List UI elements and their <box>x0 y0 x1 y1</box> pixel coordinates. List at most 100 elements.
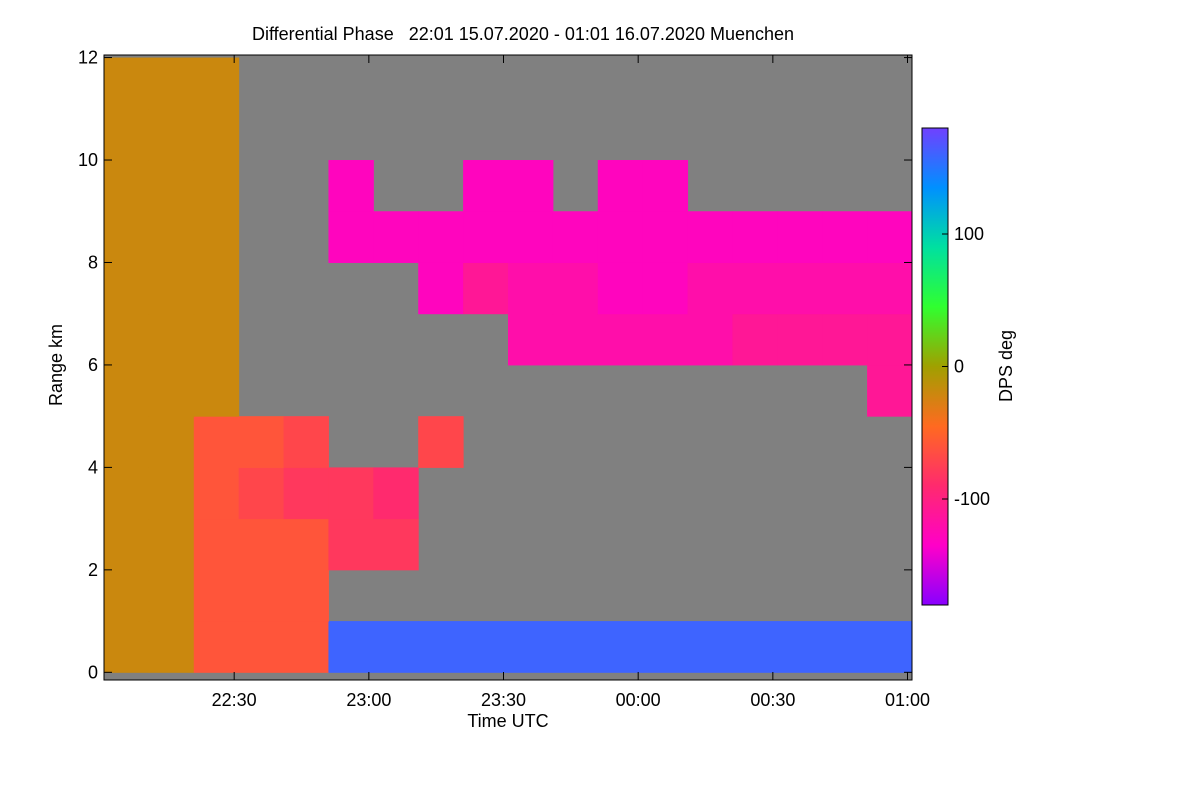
heatmap-cell <box>777 211 823 263</box>
heatmap-cell <box>418 211 464 263</box>
x-axis-label: Time UTC <box>467 711 548 731</box>
heatmap-cell <box>193 569 240 622</box>
heatmap-cell <box>104 211 150 263</box>
heatmap-cell <box>328 621 374 673</box>
heatmap-cell <box>148 621 195 673</box>
heatmap-cell <box>642 160 689 212</box>
chart-title: Differential Phase 22:01 15.07.2020 - 01… <box>252 24 794 44</box>
plot-frame <box>103 54 913 681</box>
heatmap-cell <box>508 211 554 263</box>
heatmap-cell <box>104 416 150 468</box>
heatmap-cell <box>687 621 733 673</box>
heatmap-cell <box>732 262 778 315</box>
x-tick-label: 23:00 <box>346 690 391 710</box>
heatmap-cell <box>193 108 240 161</box>
heatmap-cell <box>193 211 240 263</box>
y-axis-label: Range km <box>46 324 66 406</box>
heatmap-cell <box>238 467 285 520</box>
heatmap-cell <box>193 57 240 110</box>
heatmap-cell <box>822 313 868 366</box>
heatmap-cell <box>104 518 150 571</box>
heatmap-cell <box>283 467 329 520</box>
heatmap-cell <box>687 262 733 315</box>
heatmap-cell <box>373 211 419 263</box>
heatmap-cell <box>867 313 913 366</box>
heatmap-cell <box>148 518 195 571</box>
colorbar-tick-label: -100 <box>954 489 990 509</box>
heatmap-cell <box>148 467 195 520</box>
heatmap-cell <box>597 621 644 673</box>
heatmap-cell <box>193 160 240 212</box>
heatmap-cell <box>463 621 509 673</box>
heatmap-cell <box>283 621 329 673</box>
heatmap-cell <box>508 313 554 366</box>
heatmap-cell <box>283 569 329 622</box>
heatmap-cell <box>822 211 868 263</box>
heatmap-cell <box>597 262 644 315</box>
heatmap-cell <box>238 569 285 622</box>
heatmap-cell <box>283 518 329 571</box>
y-tick-label: 0 <box>88 662 98 682</box>
heatmap-cell <box>777 262 823 315</box>
heatmap-cell <box>148 313 195 366</box>
heatmap-cell <box>597 160 644 212</box>
heatmap-cell <box>867 211 913 263</box>
heatmap-cell <box>508 160 554 212</box>
heatmap-cell <box>552 621 599 673</box>
heatmap-cell <box>104 313 150 366</box>
heatmap-cell <box>148 364 195 417</box>
heatmap-cell <box>732 313 778 366</box>
y-tick-label: 12 <box>78 48 98 68</box>
heatmap-cell <box>597 313 644 366</box>
heatmap-cell <box>418 262 464 315</box>
heatmap-cell <box>104 364 150 417</box>
heatmap-cell <box>687 211 733 263</box>
x-tick-label: 22:30 <box>212 690 257 710</box>
heatmap-cell <box>642 211 689 263</box>
heatmap-cell <box>148 262 195 315</box>
heatmap-cell <box>552 262 599 315</box>
heatmap-cell <box>418 621 464 673</box>
heatmap-cell <box>822 621 868 673</box>
y-tick-label: 2 <box>88 560 98 580</box>
heatmap-cell <box>597 211 644 263</box>
y-tick-label: 4 <box>88 457 98 477</box>
heatmap-cell <box>463 160 509 212</box>
heatmap-cell <box>193 518 240 571</box>
heatmap-cell <box>104 57 150 110</box>
heatmap-cell <box>867 364 913 417</box>
heatmap-cell <box>328 518 374 571</box>
heatmap-cell <box>193 621 240 673</box>
heatmap-cell <box>642 621 689 673</box>
colorbar-label: DPS deg <box>996 330 1016 402</box>
heatmap-cell <box>148 57 195 110</box>
heatmap-cell <box>418 416 464 468</box>
heatmap-cell <box>193 467 240 520</box>
heatmap-cell <box>373 467 419 520</box>
heatmap-cell <box>283 416 329 468</box>
heatmap-cell <box>104 569 150 622</box>
heatmap-cell <box>328 160 374 212</box>
y-tick-label: 8 <box>88 252 98 272</box>
heatmap-cell <box>642 262 689 315</box>
heatmap-cell <box>463 211 509 263</box>
heatmap-cell <box>104 467 150 520</box>
heatmap-cell <box>193 262 240 315</box>
heatmap-cell <box>148 416 195 468</box>
heatmap-cell <box>148 569 195 622</box>
heatmap-cell <box>822 262 868 315</box>
heatmap-cell <box>104 108 150 161</box>
heatmap-cell <box>238 621 285 673</box>
heatmap-cell <box>508 262 554 315</box>
x-tick-label: 23:30 <box>481 690 526 710</box>
heatmap-cell <box>732 211 778 263</box>
heatmap-cell <box>732 621 778 673</box>
heatmap-cell <box>777 621 823 673</box>
heatmap-cell <box>373 621 419 673</box>
heatmap-cell <box>238 416 285 468</box>
heatmap-cell <box>104 160 150 212</box>
colorbar-tick-label: 100 <box>954 224 984 244</box>
heatmap-cell <box>193 313 240 366</box>
heatmap-cell <box>687 313 733 366</box>
